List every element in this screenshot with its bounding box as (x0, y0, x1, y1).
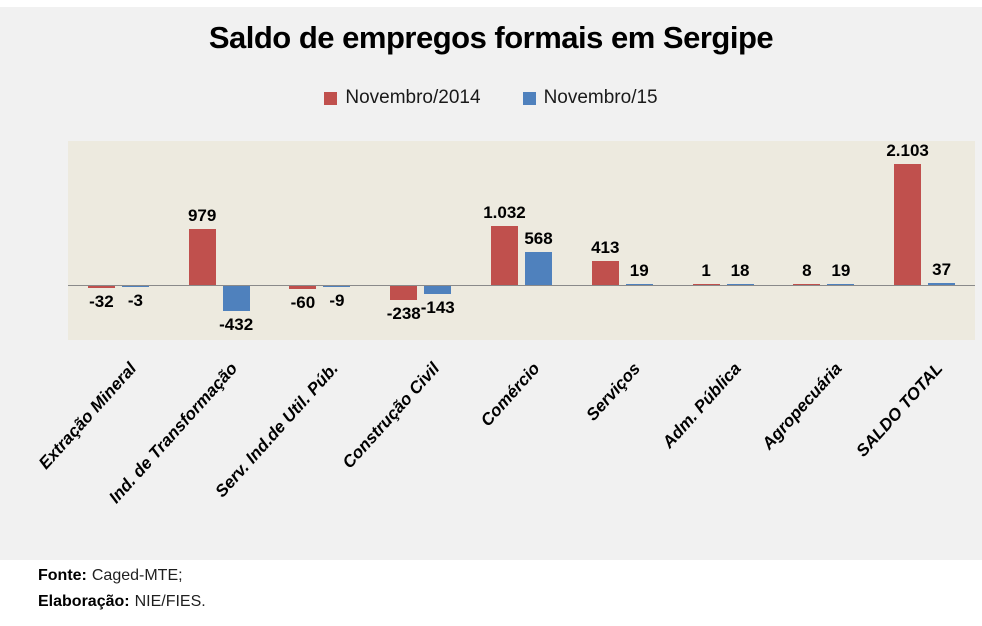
bar-value-label: 568 (524, 229, 553, 248)
bar-novembro-2014 (591, 261, 619, 285)
bar-value-label: 979 (187, 206, 217, 225)
bar-novembro-2014 (87, 286, 115, 288)
source-line: Fonte: Caged-MTE; (38, 563, 206, 589)
bar-novembro-2014 (793, 284, 821, 285)
bar-value-label: -60 (290, 293, 316, 312)
bar-value-label: 19 (629, 261, 649, 280)
bar-novembro-15 (525, 252, 552, 285)
bar-novembro-15 (928, 283, 956, 285)
source-label: Fonte: (38, 567, 87, 584)
bar-novembro-15 (121, 286, 149, 287)
bar-value-label: -32 (89, 292, 114, 311)
bar-novembro-15 (424, 286, 452, 294)
bar-novembro-2014 (188, 229, 216, 285)
legend-item-novembro-2014: Novembro/2014 (324, 87, 481, 109)
bar-novembro-15 (323, 286, 351, 287)
bar-value-label: -238 (386, 304, 421, 323)
elaboration-line: Elaboração: NIE/FIES. (38, 589, 206, 615)
elaboration-label: Elaboração: (38, 593, 130, 610)
chart-panel: Saldo de empregos formais em Sergipe Nov… (0, 7, 982, 560)
legend: Novembro/2014 Novembro/15 (0, 87, 982, 109)
elaboration-value: NIE/FIES. (134, 593, 206, 610)
x-axis-line (68, 285, 975, 286)
legend-label-novembro-2014: Novembro/2014 (345, 87, 481, 108)
bar-value-label: 1.032 (483, 203, 526, 222)
bar-value-label: 413 (591, 238, 620, 257)
bar-novembro-2014 (289, 286, 317, 289)
legend-label-novembro-15: Novembro/15 (543, 87, 658, 108)
bar-novembro-2014 (390, 286, 418, 300)
bar-value-label: -3 (127, 291, 143, 310)
legend-item-novembro-15: Novembro/15 (522, 87, 658, 109)
bar-novembro-15 (827, 284, 855, 285)
bar-value-label: 1 (701, 261, 711, 280)
source-value: Caged-MTE; (91, 567, 183, 584)
bar-novembro-15 (625, 284, 653, 285)
bar-novembro-15 (222, 286, 250, 311)
source-note: Fonte: Caged-MTE; Elaboração: NIE/FIES. (38, 563, 206, 615)
bar-value-label: -432 (219, 315, 254, 334)
legend-swatch-red-icon (324, 91, 338, 105)
bar-value-label: 8 (802, 261, 812, 280)
bar-value-label: 2.103 (886, 141, 929, 160)
bar-value-label: 37 (932, 260, 952, 279)
bar-value-label: 19 (831, 261, 851, 280)
bar-value-label: 18 (730, 261, 750, 280)
bar-novembro-2014 (692, 284, 720, 285)
chart-title: Saldo de empregos formais em Sergipe (208, 20, 774, 55)
legend-swatch-blue-icon (522, 91, 536, 105)
plot-area: -32 -3 979 -432 -60 -9 -238 -143 1.032 568 413 19 1 1… (68, 141, 975, 340)
bar-value-label: -143 (420, 298, 455, 317)
bar-novembro-2014 (894, 164, 922, 285)
bar-novembro-15 (726, 284, 754, 285)
bar-value-label: -9 (329, 291, 345, 310)
bar-novembro-2014 (491, 226, 518, 285)
